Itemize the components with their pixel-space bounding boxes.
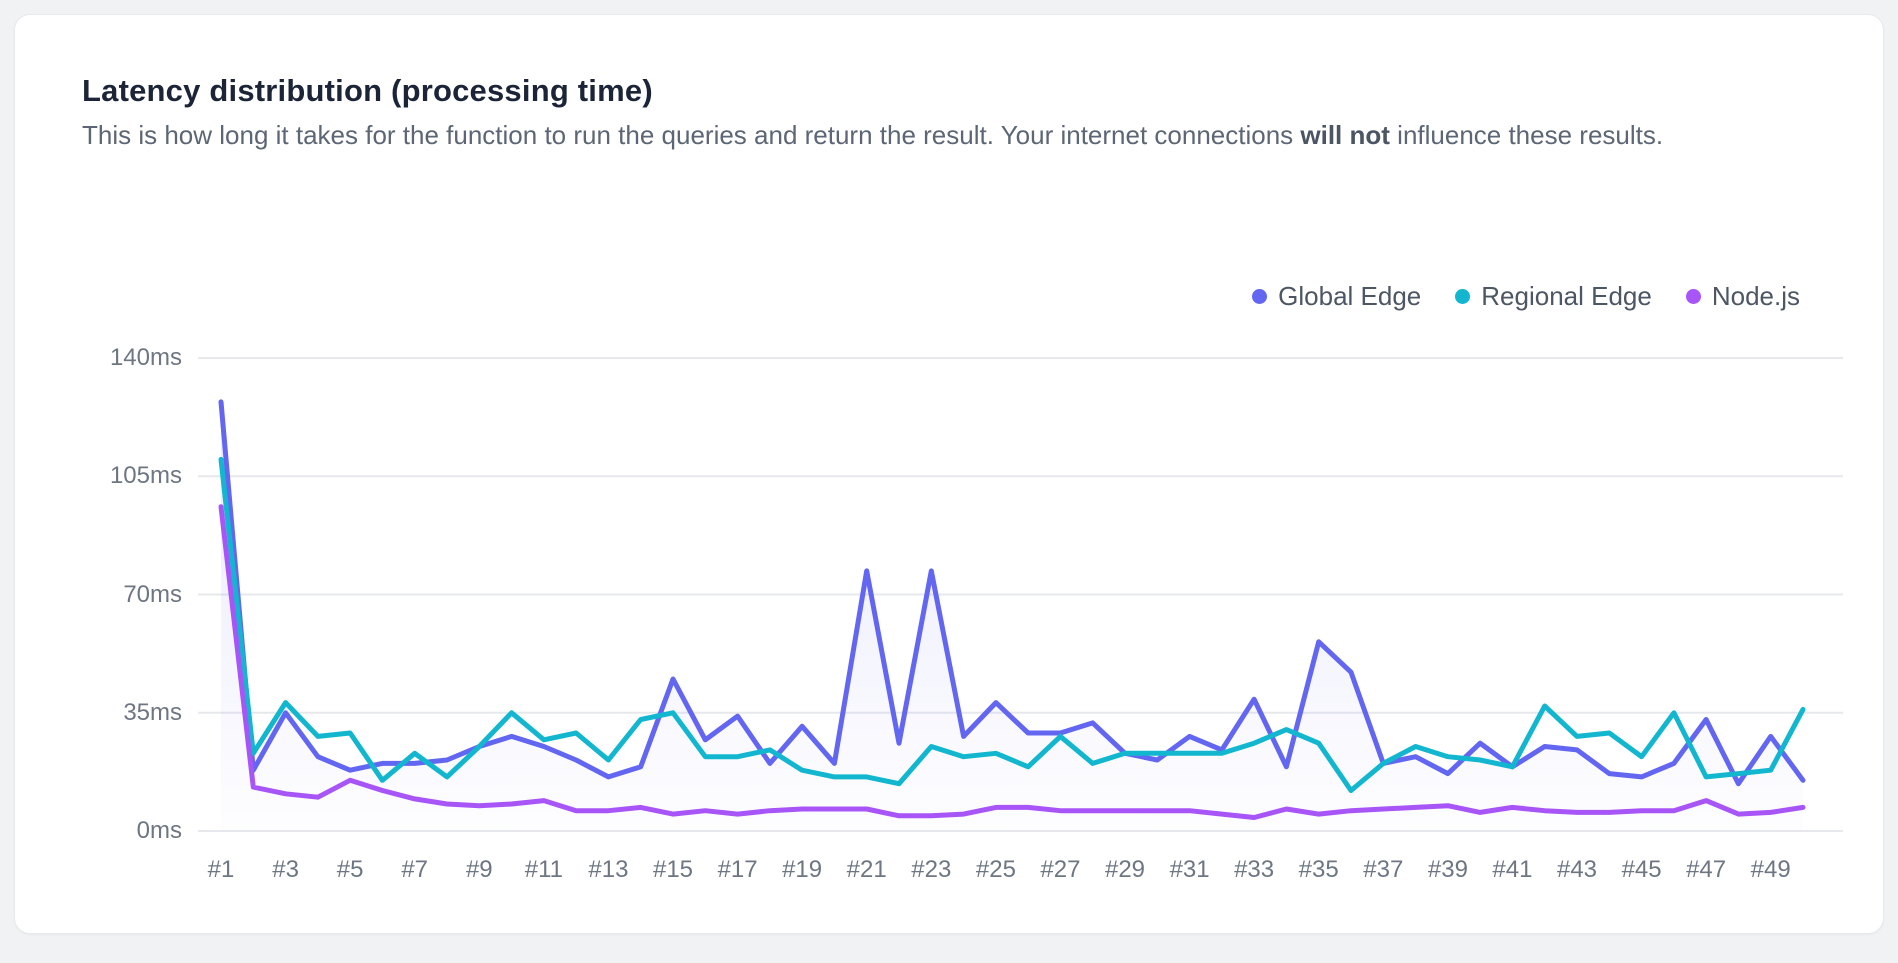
latency-line-chart: 140ms 105ms 70ms 35ms 0ms #1 #3 #5 #7 #9 #11 #13 #1… xyxy=(15,15,1883,933)
x-axis-label: #29 xyxy=(1104,856,1146,883)
nodejs-dot-icon xyxy=(1685,289,1701,304)
y-axis-label: 35ms xyxy=(123,698,182,726)
legend-label-regional-edge: Regional Edge xyxy=(1481,281,1652,311)
x-axis-label: #47 xyxy=(1686,856,1727,883)
x-axis-label: #21 xyxy=(846,856,887,883)
legend-label-nodejs: Node.js xyxy=(1711,281,1800,311)
x-axis-label: #5 xyxy=(336,856,364,883)
node-js-line xyxy=(218,504,1806,820)
x-axis-label: #31 xyxy=(1169,856,1210,883)
y-axis-label: 140ms xyxy=(109,344,182,371)
global-edge-dot-icon xyxy=(1252,289,1268,304)
x-axis-label: #9 xyxy=(465,856,493,883)
x-axis-label: #3 xyxy=(272,856,299,883)
chart-legend: Global Edge Regional Edge Node.js xyxy=(1252,281,1800,312)
regional-edge-line xyxy=(218,456,1806,793)
x-axis-label: #7 xyxy=(401,856,429,883)
legend-item-global-edge[interactable]: Global Edge xyxy=(1252,281,1421,312)
legend-item-regional-edge[interactable]: Regional Edge xyxy=(1455,281,1652,312)
chart-canvas xyxy=(198,357,1843,832)
x-axis-label: #19 xyxy=(782,856,823,883)
x-axis-label: #49 xyxy=(1750,856,1791,883)
x-axis-label: #13 xyxy=(588,856,629,883)
x-axis-label: #23 xyxy=(911,856,952,883)
y-axis-label: 70ms xyxy=(123,580,182,608)
x-axis-label: #27 xyxy=(1040,856,1081,883)
subtitle-text-end: influence these results. xyxy=(1389,120,1664,150)
y-axis-label: 105ms xyxy=(109,462,182,490)
x-axis-label: #11 xyxy=(524,856,564,883)
chart-subtitle: This is how long it takes for the functi… xyxy=(82,115,1782,155)
x-axis-label: #37 xyxy=(1363,856,1404,883)
x-axis-label: #35 xyxy=(1298,856,1339,883)
x-axis-label: #1 xyxy=(207,856,235,883)
legend-label-global-edge: Global Edge xyxy=(1278,281,1422,311)
chart-title: Latency distribution (processing time) xyxy=(82,73,653,108)
regional-edge-dot-icon xyxy=(1455,289,1471,304)
x-axis-label: #41 xyxy=(1492,856,1533,883)
legend-item-nodejs[interactable]: Node.js xyxy=(1685,281,1800,312)
y-axis-label: 0ms xyxy=(136,817,182,844)
x-axis-label: #43 xyxy=(1556,856,1598,883)
x-axis-label: #25 xyxy=(975,856,1016,883)
latency-card: Latency distribution (processing time) T… xyxy=(14,14,1884,934)
x-axis-label: #15 xyxy=(652,856,694,883)
x-axis-label: #17 xyxy=(717,856,758,883)
subtitle-text: This is how long it takes for the functi… xyxy=(82,120,1301,150)
subtitle-bold-text: will not xyxy=(1300,120,1390,150)
x-axis-label: #45 xyxy=(1621,856,1662,883)
global-edge-line xyxy=(218,399,1806,787)
x-axis-label: #33 xyxy=(1234,856,1275,883)
x-axis-label: #39 xyxy=(1427,856,1468,883)
